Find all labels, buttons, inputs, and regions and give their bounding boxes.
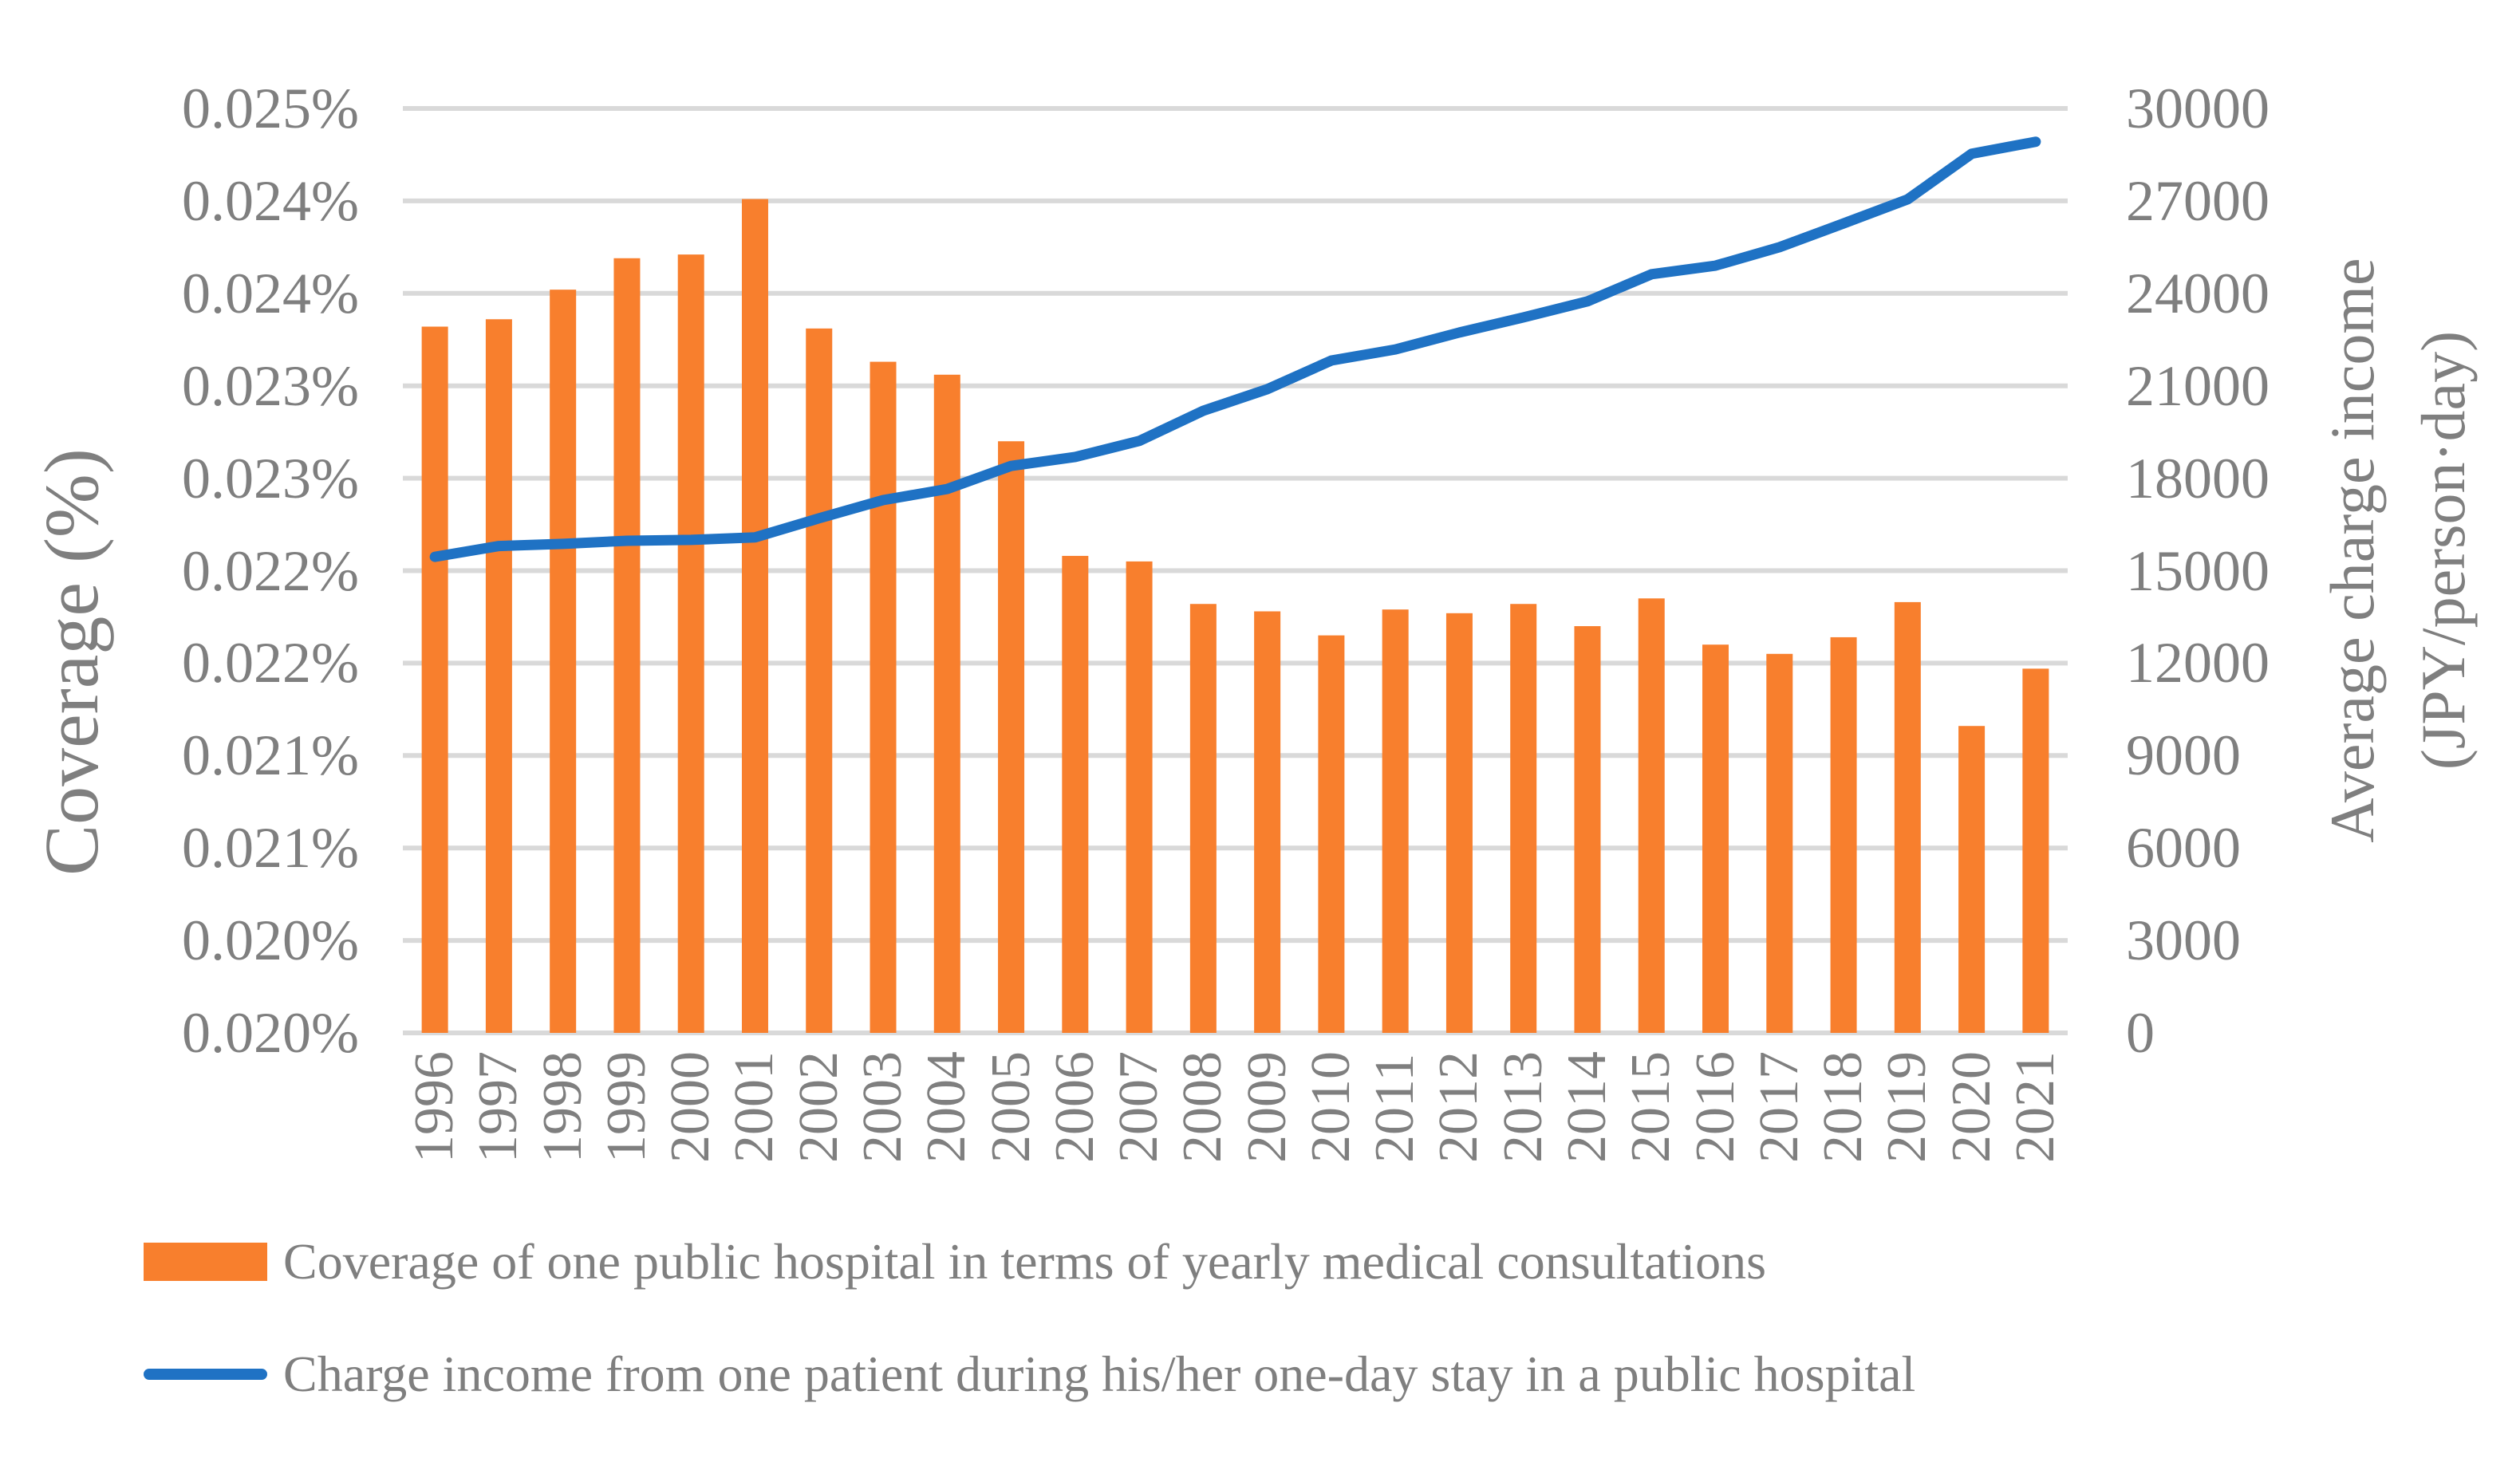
charge-income-line	[429, 136, 2041, 562]
left-axis-tick: 0.022%	[182, 631, 359, 696]
right-axis-tick: 0	[2126, 1001, 2155, 1065]
right-axis-tick: 24000	[2126, 261, 2270, 325]
left-axis-tick: 0.024%	[182, 168, 359, 233]
x-axis-label-2012: 2012	[1428, 1051, 1490, 1163]
bar-1999	[613, 258, 641, 1033]
bar-2009	[1254, 611, 1281, 1033]
bar-2012	[1445, 613, 1473, 1033]
right-axis-tick: 30000	[2126, 77, 2270, 140]
bar-2002	[806, 328, 833, 1033]
bar-2014	[1574, 626, 1601, 1033]
x-axis-label-2016: 2016	[1684, 1051, 1746, 1163]
right-axis-title-line1: Average charge income	[2317, 258, 2387, 843]
right-axis-title: Average charge income (JPY/person·day)	[2307, 72, 2489, 1029]
x-axis-label-2001: 2001	[724, 1051, 786, 1163]
bar-2020	[1958, 726, 1986, 1033]
x-axis-label-2010: 2010	[1299, 1051, 1362, 1163]
x-axis-label-2004: 2004	[916, 1051, 978, 1163]
right-axis-tick: 9000	[2126, 723, 2241, 788]
right-axis-tick: 21000	[2126, 353, 2270, 418]
right-axis-tick: 6000	[2126, 816, 2241, 881]
bar-2007	[1126, 561, 1153, 1033]
x-axis-label-2000: 2000	[660, 1051, 722, 1163]
x-axis-label-2006: 2006	[1043, 1051, 1106, 1163]
right-axis-tick: 3000	[2126, 908, 2241, 973]
bar-1996	[421, 326, 448, 1033]
left-axis-title: Coverage (%)	[29, 448, 114, 876]
bar-2005	[998, 441, 1025, 1033]
x-axis-label-1996: 1996	[404, 1051, 466, 1163]
bar-2018	[1830, 636, 1857, 1033]
left-axis-tick: 0.021%	[182, 816, 359, 881]
bar-2006	[1062, 555, 1089, 1033]
legend-item-coverage: Coverage of one public hospital in terms…	[144, 1236, 1766, 1287]
left-axis-tick: 0.021%	[182, 723, 359, 788]
bar-2004	[933, 374, 960, 1033]
bar-2008	[1189, 604, 1217, 1033]
left-axis-tick: 0.024%	[182, 261, 359, 325]
x-axis-label-2019: 2019	[1876, 1051, 1938, 1163]
x-axis-label-2020: 2020	[1940, 1051, 2002, 1163]
bar-2021	[2022, 668, 2049, 1033]
right-axis-tick: 12000	[2126, 631, 2270, 696]
right-axis-tick: 27000	[2126, 168, 2270, 233]
right-axis-title-line2: (JPY/person·day)	[2408, 330, 2478, 770]
bar-2019	[1894, 601, 1921, 1033]
bar-2015	[1638, 598, 1665, 1033]
right-axis-tick: 15000	[2126, 538, 2270, 603]
x-axis-label-2002: 2002	[787, 1051, 850, 1163]
left-axis-tick: 0.020%	[182, 1001, 359, 1065]
legend-label-coverage: Coverage of one public hospital in terms…	[283, 1233, 1767, 1290]
left-axis-tick: 0.025%	[182, 77, 359, 140]
bar-2016	[1702, 644, 1729, 1033]
x-axis-label-2014: 2014	[1556, 1051, 1618, 1163]
legend-item-charge-income: Charge income from one patient during hi…	[144, 1349, 1915, 1400]
x-axis-label-2007: 2007	[1108, 1051, 1170, 1163]
bar-1998	[550, 290, 577, 1033]
left-axis-tick: 0.023%	[182, 446, 359, 510]
x-axis-label-2008: 2008	[1172, 1051, 1234, 1163]
legend-label-charge-income: Charge income from one patient during hi…	[283, 1346, 1916, 1402]
bar-1997	[485, 319, 512, 1033]
left-axis-tick: 0.022%	[182, 538, 359, 603]
bar-2010	[1318, 635, 1345, 1033]
x-axis-label-2003: 2003	[852, 1051, 914, 1163]
x-axis-label-2005: 2005	[980, 1051, 1042, 1163]
gridlines	[403, 106, 2068, 1035]
x-axis-label-2015: 2015	[1620, 1051, 1682, 1163]
left-axis-tick: 0.023%	[182, 353, 359, 418]
line-series-swatch	[144, 1369, 267, 1380]
bar-2017	[1766, 653, 1793, 1033]
bar-2011	[1382, 609, 1409, 1033]
bar-series	[421, 199, 2049, 1033]
x-axis-label-2017: 2017	[1748, 1051, 1810, 1163]
bar-series-swatch	[144, 1243, 267, 1281]
left-axis-tick: 0.020%	[182, 908, 359, 973]
x-axis-label-2009: 2009	[1236, 1051, 1298, 1163]
bar-2001	[741, 199, 768, 1033]
x-axis-label-1998: 1998	[531, 1051, 594, 1163]
bar-2000	[677, 254, 704, 1033]
x-axis-label-2018: 2018	[1812, 1051, 1875, 1163]
line-series	[429, 136, 2041, 562]
x-axis-label-1999: 1999	[595, 1051, 657, 1163]
bar-2013	[1510, 604, 1537, 1033]
bar-2003	[870, 361, 897, 1033]
x-axis-label-2011: 2011	[1364, 1053, 1426, 1163]
right-axis-tick: 18000	[2126, 446, 2270, 510]
x-axis-label-2021: 2021	[2004, 1051, 2066, 1163]
x-axis-label-1997: 1997	[467, 1051, 530, 1163]
x-axis-label-2013: 2013	[1492, 1051, 1554, 1163]
